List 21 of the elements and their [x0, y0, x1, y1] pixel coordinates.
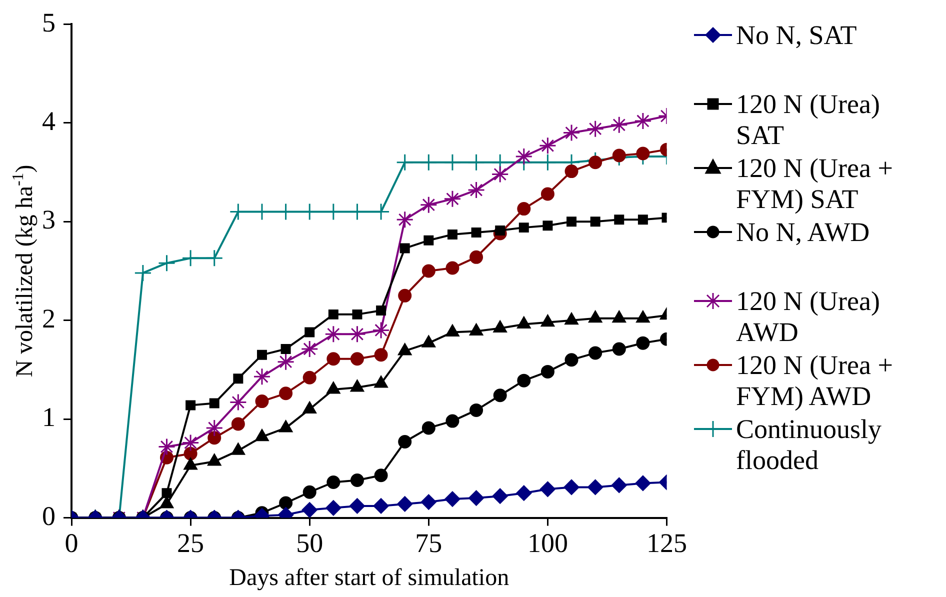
y-axis-title: N volatilized (kg ha-1): [10, 164, 38, 378]
x-tick-label: 25: [177, 528, 204, 558]
x-tick-label: 75: [415, 528, 442, 558]
legend-label: No N, SAT: [736, 20, 858, 51]
x-tick-label: 50: [296, 528, 324, 558]
y-tick-label: 5: [42, 7, 56, 38]
y-tick-label: 4: [42, 106, 56, 136]
x-tick-label: 125: [646, 528, 687, 558]
y-tick-label: 0: [42, 500, 56, 531]
legend-label: No N, AWD: [736, 217, 871, 248]
legend-label: 120 N (Urea + FYM) AWD: [736, 350, 894, 412]
legend-label: 120 N (Urea) SAT: [736, 89, 881, 151]
x-tick-label: 0: [64, 528, 78, 558]
x-axis-title: Days after start of simulation: [229, 564, 510, 591]
y-tick-label: 2: [42, 303, 56, 334]
x-tick-label: 100: [527, 528, 568, 558]
legend-label: 120 N (Urea + FYM) SAT: [736, 153, 894, 215]
legend-label: Continuously flooded: [736, 414, 883, 476]
legend-label: 120 N (Urea) AWD: [736, 286, 881, 348]
y-tick-label: 1: [42, 402, 56, 432]
y-tick-label: 3: [42, 204, 56, 235]
